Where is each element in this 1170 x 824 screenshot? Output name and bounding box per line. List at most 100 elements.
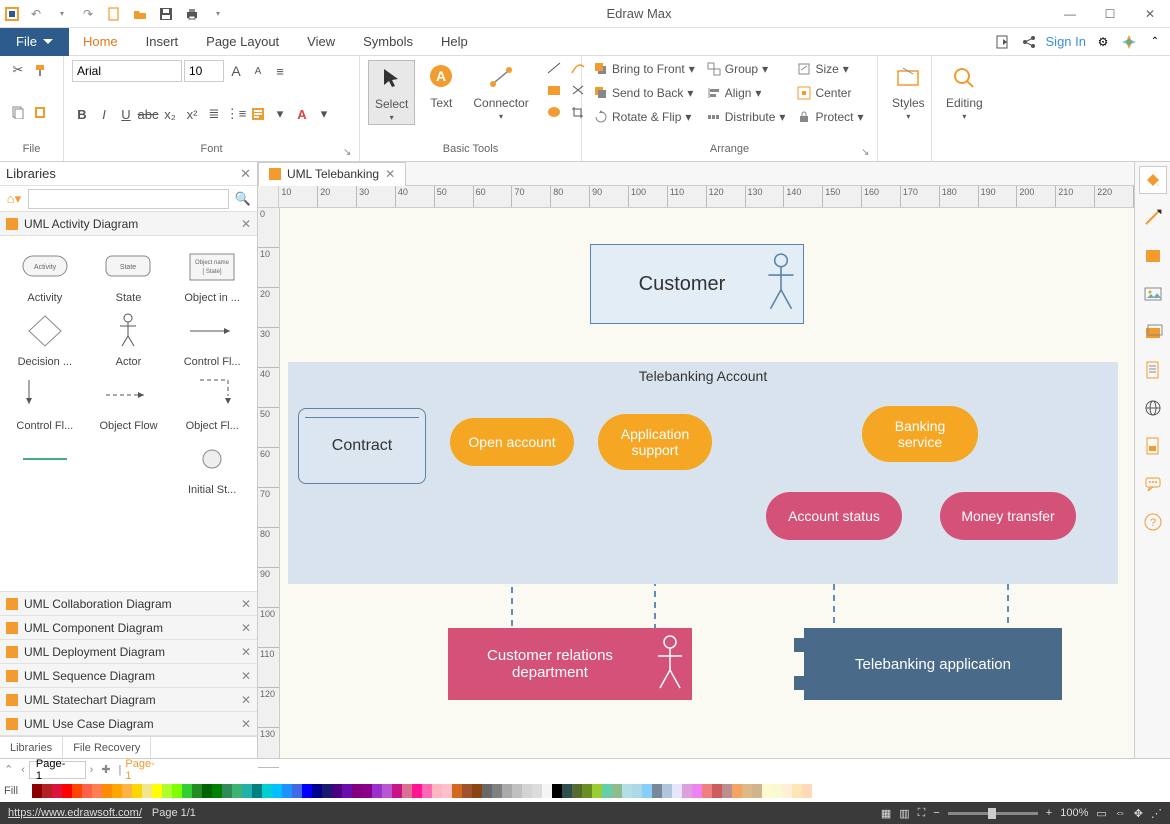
swatch[interactable]: [762, 784, 772, 798]
save-button[interactable]: [156, 4, 176, 24]
brand-icon[interactable]: [1120, 33, 1138, 51]
strike-button[interactable]: abc: [138, 104, 158, 124]
swatch[interactable]: [252, 784, 262, 798]
swatch[interactable]: [32, 784, 42, 798]
zoom-slider[interactable]: [948, 812, 1038, 815]
swatch[interactable]: [782, 784, 792, 798]
tab-page-layout[interactable]: Page Layout: [192, 28, 293, 56]
group-button[interactable]: Group ▾: [703, 60, 790, 78]
swatch[interactable]: [262, 784, 272, 798]
lib-shape-state[interactable]: StateState: [88, 244, 170, 304]
swatch[interactable]: [612, 784, 622, 798]
swatch[interactable]: [432, 784, 442, 798]
page-prev-icon[interactable]: ‹: [17, 764, 29, 776]
swatch[interactable]: [652, 784, 662, 798]
lib-shape-oflow[interactable]: Object Flow: [88, 372, 170, 432]
swatch[interactable]: [662, 784, 672, 798]
lib-search-button[interactable]: 🔍: [233, 189, 253, 209]
lib-shape-blank[interactable]: [88, 436, 170, 496]
swatch[interactable]: [722, 784, 732, 798]
swatch[interactable]: [702, 784, 712, 798]
zoom-in-button[interactable]: +: [1046, 807, 1052, 819]
swatch[interactable]: [622, 784, 632, 798]
fit-width-icon[interactable]: ⇔: [1115, 807, 1126, 819]
print-button[interactable]: [182, 4, 202, 24]
side-picture-button[interactable]: [1139, 280, 1167, 308]
swatch[interactable]: [502, 784, 512, 798]
swatch[interactable]: [752, 784, 762, 798]
view-full-icon[interactable]: ⛶: [918, 807, 926, 820]
swatch[interactable]: [452, 784, 462, 798]
lib-category-item[interactable]: UML Sequence Diagram✕: [0, 664, 257, 688]
cut-button[interactable]: ✂: [8, 60, 28, 80]
lib-category-close-icon[interactable]: ✕: [241, 669, 251, 683]
lib-shape-arrow[interactable]: Control Fl...: [171, 308, 253, 368]
lib-category-close-icon[interactable]: ✕: [241, 621, 251, 635]
swatch[interactable]: [52, 784, 62, 798]
diagram-bank_svc[interactable]: Banking service: [862, 406, 978, 462]
font-color-dropdown[interactable]: ▾: [314, 104, 334, 124]
styles-button[interactable]: Styles ▾: [886, 60, 931, 123]
side-help-button[interactable]: ?: [1139, 508, 1167, 536]
swatch[interactable]: [132, 784, 142, 798]
close-button[interactable]: ✕: [1130, 0, 1170, 28]
swatch[interactable]: [392, 784, 402, 798]
swatch[interactable]: [772, 784, 782, 798]
swatch[interactable]: [542, 784, 552, 798]
swatch[interactable]: [362, 784, 372, 798]
lib-shape-oflow2[interactable]: Object Fl...: [171, 372, 253, 432]
numbering-button[interactable]: ⋮≡: [226, 104, 246, 124]
document-tab[interactable]: UML Telebanking ✕: [258, 162, 406, 186]
lib-category-item[interactable]: UML Component Diagram✕: [0, 616, 257, 640]
lib-category-item[interactable]: UML Statechart Diagram✕: [0, 688, 257, 712]
line-spacing-button[interactable]: ≡: [270, 61, 290, 81]
tab-view[interactable]: View: [293, 28, 349, 56]
swatch[interactable]: [642, 784, 652, 798]
rotate-flip-button[interactable]: Rotate & Flip ▾: [590, 108, 699, 126]
lib-shape-decision[interactable]: Decision ...: [4, 308, 86, 368]
diagram-contract[interactable]: Contract: [298, 408, 426, 484]
swatch[interactable]: [572, 784, 582, 798]
swatch[interactable]: [512, 784, 522, 798]
swatch[interactable]: [172, 784, 182, 798]
swatch[interactable]: [802, 784, 812, 798]
bring-front-button[interactable]: Bring to Front ▾: [590, 60, 699, 78]
swatch[interactable]: [292, 784, 302, 798]
swatch[interactable]: [632, 784, 642, 798]
tab-help[interactable]: Help: [427, 28, 482, 56]
export-icon[interactable]: [994, 33, 1012, 51]
swatch[interactable]: [152, 784, 162, 798]
lib-home-icon[interactable]: ⌂▾: [4, 189, 24, 209]
ellipse-shape-button[interactable]: [545, 104, 563, 120]
lib-category-close-icon[interactable]: ✕: [241, 717, 251, 731]
tab-home[interactable]: Home: [69, 28, 132, 56]
swatch[interactable]: [102, 784, 112, 798]
swatch[interactable]: [582, 784, 592, 798]
pan-icon[interactable]: ✥: [1134, 807, 1143, 820]
swatch[interactable]: [422, 784, 432, 798]
bold-button[interactable]: B: [72, 104, 92, 124]
highlight-button[interactable]: ▾: [270, 104, 290, 124]
swatch[interactable]: [412, 784, 422, 798]
qat-more-button[interactable]: ▾: [208, 4, 228, 24]
swatch[interactable]: [742, 784, 752, 798]
side-shape-button[interactable]: [1139, 242, 1167, 270]
underline-button[interactable]: U: [116, 104, 136, 124]
side-comment-button[interactable]: [1139, 470, 1167, 498]
lib-tab-libraries[interactable]: Libraries: [0, 737, 63, 758]
new-button[interactable]: [104, 4, 124, 24]
swatch[interactable]: [492, 784, 502, 798]
undo-dropdown[interactable]: ▾: [52, 4, 72, 24]
grow-font-button[interactable]: A: [226, 61, 246, 81]
tab-insert[interactable]: Insert: [132, 28, 193, 56]
swatch[interactable]: [82, 784, 92, 798]
share-icon[interactable]: [1020, 33, 1038, 51]
diagram-teleb-app[interactable]: Telebanking application: [804, 628, 1062, 700]
swatch[interactable]: [442, 784, 452, 798]
view-normal-icon[interactable]: ▦: [881, 807, 891, 820]
swatch[interactable]: [182, 784, 192, 798]
text-tool-button[interactable]: A Text: [419, 60, 463, 112]
size-button[interactable]: Size ▾: [793, 60, 867, 78]
font-name-combo[interactable]: [72, 60, 182, 82]
swatch[interactable]: [712, 784, 722, 798]
